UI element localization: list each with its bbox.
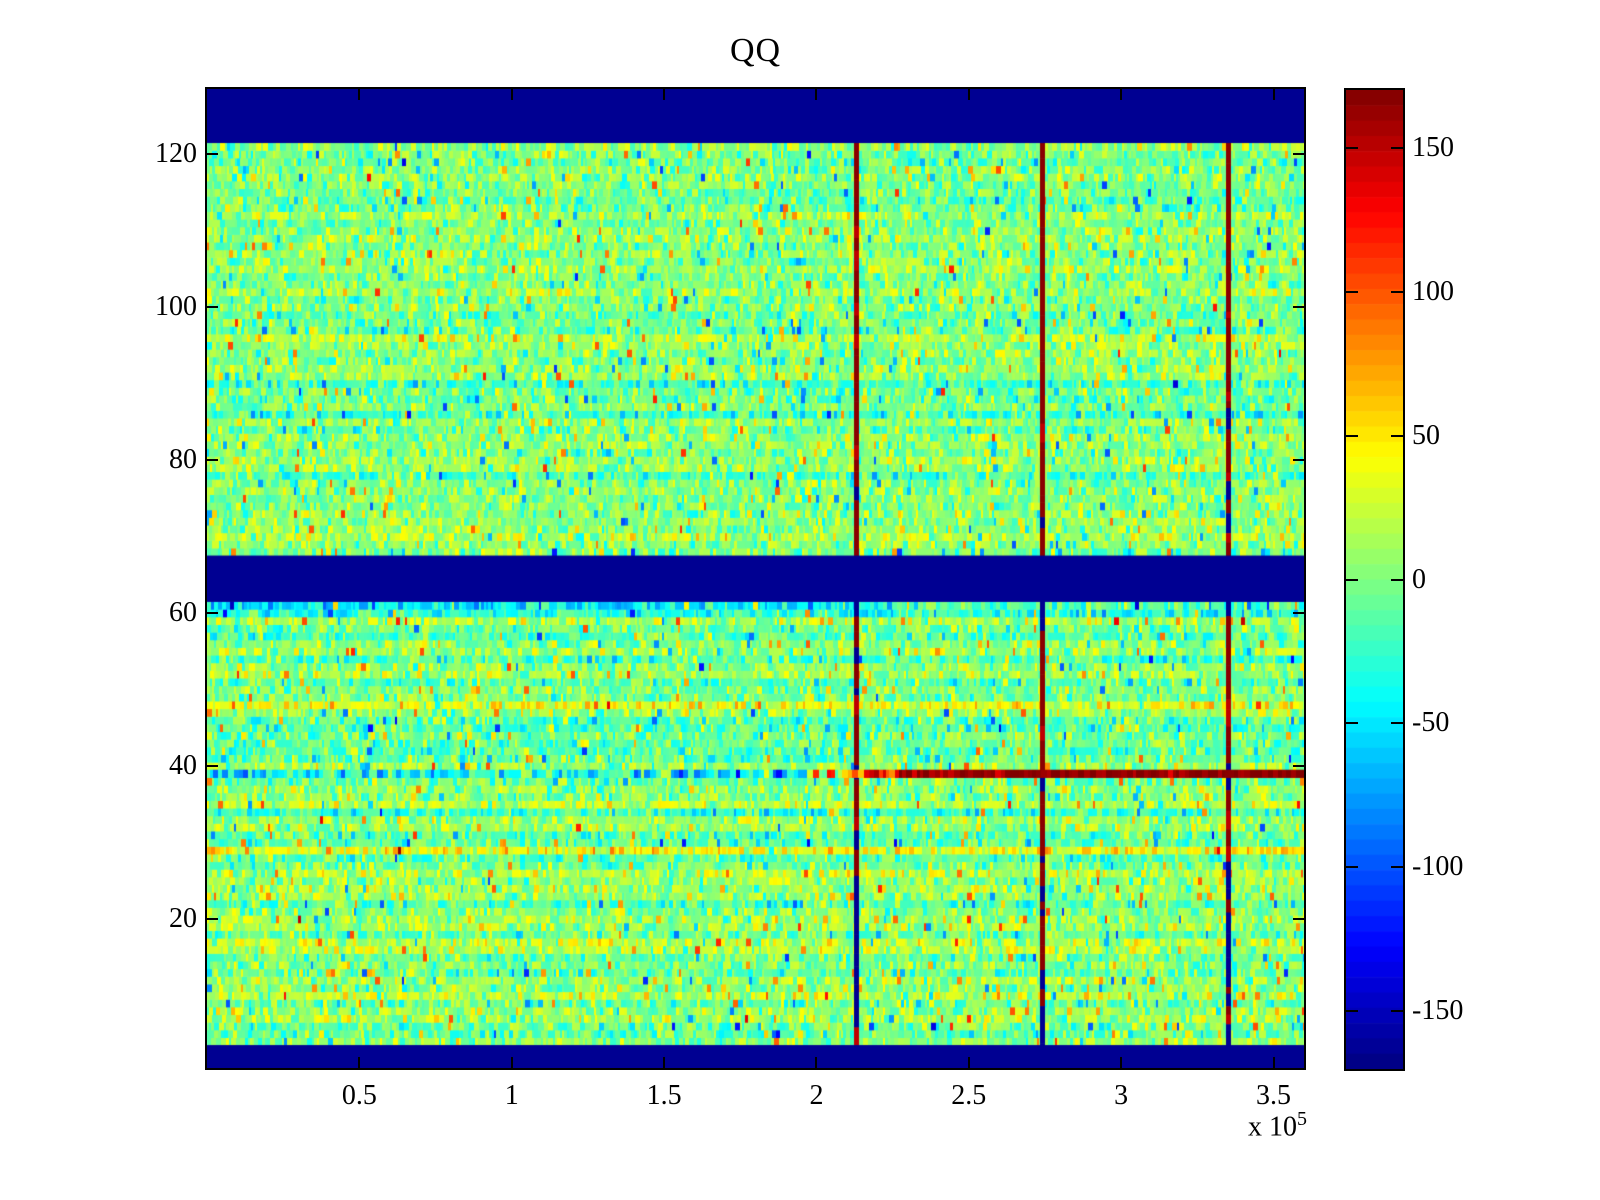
- colorbar-tick-mark: [1346, 146, 1358, 149]
- x-tick-label: 1: [504, 1080, 519, 1111]
- y-tick-mark-right: [1293, 458, 1304, 461]
- y-tick-mark: [207, 611, 218, 614]
- colorbar-tick-label: 100: [1412, 275, 1454, 307]
- x-tick-mark-top: [510, 89, 513, 100]
- x-tick-label: 1.5: [646, 1080, 682, 1111]
- x-tick-mark: [663, 1057, 666, 1068]
- y-tick-mark: [207, 917, 218, 920]
- y-tick-label: 40: [169, 749, 197, 781]
- y-tick-mark: [207, 305, 218, 308]
- y-tick-mark: [207, 764, 218, 767]
- colorbar-tick-mark-right: [1391, 1010, 1403, 1013]
- x-axis-multiplier-exponent: 5: [1297, 1108, 1307, 1130]
- y-tick-label: 60: [169, 596, 197, 628]
- heatmap-canvas: [207, 89, 1304, 1068]
- colorbar-tick-label: 150: [1412, 131, 1454, 163]
- x-axis-multiplier: x 105: [1144, 1108, 1307, 1143]
- colorbar-tick-label: 0: [1412, 563, 1426, 595]
- x-axis-multiplier-base: x 10: [1248, 1111, 1297, 1143]
- x-tick-mark-top: [1120, 89, 1123, 100]
- x-tick-mark-top: [358, 89, 361, 100]
- x-tick-label: 2.5: [951, 1080, 987, 1111]
- colorbar-tick-mark: [1346, 1010, 1358, 1013]
- x-tick-mark: [358, 1057, 361, 1068]
- x-tick-mark: [815, 1057, 818, 1068]
- y-tick-label: 120: [155, 138, 197, 169]
- y-tick-label: 20: [169, 902, 197, 934]
- colorbar-tick-mark-right: [1391, 290, 1403, 293]
- colorbar-tick-label: 50: [1412, 419, 1440, 451]
- y-tick-mark: [207, 458, 218, 461]
- y-tick-label: 80: [169, 443, 197, 475]
- y-tick-mark-right: [1293, 153, 1304, 155]
- colorbar-border: [1344, 88, 1405, 1071]
- x-tick-mark: [510, 1057, 513, 1068]
- x-tick-mark-top: [967, 89, 970, 100]
- colorbar-tick-mark-right: [1391, 146, 1403, 149]
- colorbar-tick-label: -100: [1412, 851, 1464, 883]
- x-tick-mark: [967, 1057, 970, 1068]
- x-tick-label: 0.5: [341, 1080, 377, 1111]
- y-tick-mark-right: [1293, 917, 1304, 920]
- colorbar-tick-mark: [1346, 290, 1358, 293]
- colorbar-tick-mark-right: [1391, 578, 1403, 581]
- y-tick-mark-right: [1293, 611, 1304, 614]
- colorbar-tick-mark-right: [1391, 434, 1403, 437]
- x-tick-mark-top: [1272, 89, 1275, 100]
- x-tick-label: 3: [1114, 1080, 1129, 1111]
- colorbar-tick-mark: [1346, 722, 1358, 725]
- colorbar-tick-label: -50: [1412, 707, 1450, 739]
- x-tick-label: 2: [809, 1080, 824, 1111]
- chart-title: QQ: [729, 32, 782, 69]
- colorbar-tick-label: -150: [1412, 995, 1464, 1027]
- x-tick-mark-top: [815, 89, 818, 100]
- colorbar-tick-mark-right: [1391, 866, 1403, 869]
- y-tick-mark-right: [1293, 764, 1304, 767]
- colorbar-tick-mark: [1346, 434, 1358, 437]
- colorbar-tick-mark-right: [1391, 722, 1403, 725]
- x-tick-label: 3.5: [1256, 1080, 1292, 1111]
- colorbar-tick-mark: [1346, 866, 1358, 869]
- y-tick-label: 100: [155, 290, 197, 322]
- colorbar-tick-mark: [1346, 578, 1358, 581]
- y-tick-mark: [207, 153, 218, 155]
- x-tick-mark-top: [663, 89, 666, 100]
- x-tick-mark: [1120, 1057, 1123, 1068]
- x-tick-mark: [1272, 1057, 1275, 1068]
- y-tick-mark-right: [1293, 305, 1304, 308]
- plot-area-border: [205, 87, 1306, 1070]
